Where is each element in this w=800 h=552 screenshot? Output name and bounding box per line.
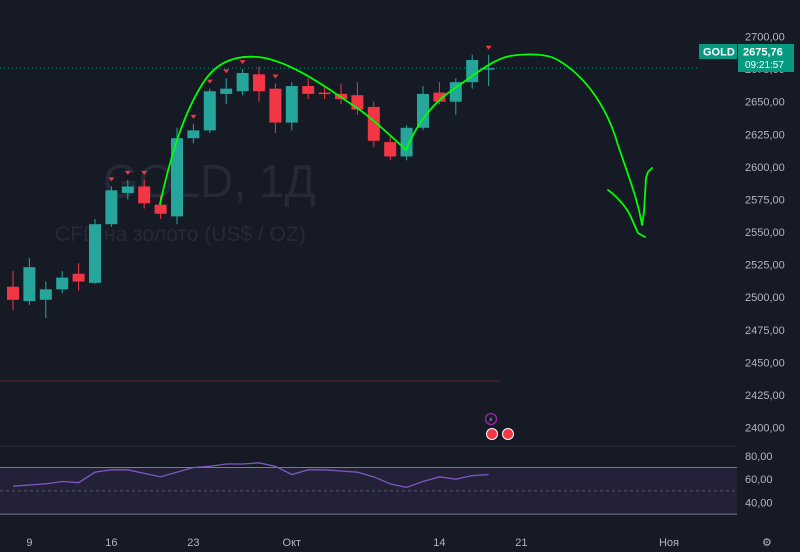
time-tick-label: 16 <box>105 537 117 549</box>
time-tick-label: Окт <box>283 537 302 549</box>
lightning-event-icon[interactable] <box>484 412 498 426</box>
candle-body <box>433 92 446 102</box>
time-tick-label: Ноя <box>659 537 679 549</box>
candle-body <box>89 224 101 283</box>
high-marker <box>485 45 492 50</box>
candle-body <box>154 204 167 214</box>
high-marker <box>108 177 115 182</box>
price-tick-label: 2450,00 <box>745 357 785 369</box>
rsi-tick-label: 80,00 <box>745 451 773 463</box>
price-tick-label: 2500,00 <box>745 292 785 304</box>
price-tick-label: 2575,00 <box>745 194 785 206</box>
last-price-tag: GOLD 2675,76 09:21:57 <box>699 44 794 72</box>
price-tag-box <box>738 44 794 72</box>
rsi-axis[interactable]: 80,00 60,00 40,00 <box>745 451 773 510</box>
candle-body <box>39 289 52 300</box>
rsi-line <box>12 462 489 489</box>
candle-body <box>121 186 134 193</box>
candle-body <box>56 277 69 290</box>
candle-body <box>203 91 216 131</box>
symbol-tag-label: GOLD <box>703 47 735 59</box>
high-marker <box>124 170 131 175</box>
candle-body <box>72 273 85 282</box>
candle-body <box>269 88 282 123</box>
time-tick-label: 21 <box>515 537 527 549</box>
rsi-tick-label: 40,00 <box>745 498 773 510</box>
high-marker <box>272 74 279 79</box>
price-tick-label: 2650,00 <box>745 97 785 109</box>
high-marker <box>190 114 197 119</box>
candle-body <box>466 60 479 83</box>
high-marker <box>223 69 230 74</box>
price-tick-label: 2475,00 <box>745 325 785 337</box>
countdown-label: 09:21:57 <box>745 60 784 71</box>
hand-drawn-path[interactable] <box>159 53 653 238</box>
time-tick-label: 14 <box>433 537 445 549</box>
candle-body <box>220 88 233 94</box>
candle-body <box>105 190 118 225</box>
candle-body <box>171 138 183 217</box>
candle-body <box>285 86 298 123</box>
bar-markers <box>108 45 492 182</box>
candle-body <box>253 74 265 92</box>
candle-body <box>23 267 36 302</box>
price-tick-label: 2425,00 <box>745 390 785 402</box>
watermark-symbol: GOLD, 1Д <box>103 155 316 207</box>
us-flag-event-icon[interactable] <box>502 428 514 440</box>
high-marker <box>239 60 246 65</box>
candle-body <box>138 186 151 204</box>
price-tick-label: 2700,00 <box>745 32 785 44</box>
us-flag-event-icon[interactable] <box>486 428 498 440</box>
candle-body <box>187 130 200 139</box>
last-price-label: 2675,76 <box>743 47 783 59</box>
high-marker <box>141 170 148 175</box>
candle-body <box>236 73 249 92</box>
candle-body <box>7 286 19 300</box>
lightning-glyph-icon: ⚡ <box>488 416 494 425</box>
candles <box>7 54 495 319</box>
price-tick-label: 2525,00 <box>745 260 785 272</box>
time-axis[interactable]: 9 16 23 Окт 14 21 Ноя <box>26 537 679 549</box>
settings-gear-icon[interactable]: ⚙ <box>762 536 772 549</box>
candle-body <box>384 142 397 157</box>
time-tick-label: 23 <box>187 537 199 549</box>
candle-body <box>482 68 495 70</box>
candle-body <box>302 86 315 94</box>
rsi-tick-label: 60,00 <box>745 474 773 486</box>
price-tick-label: 2550,00 <box>745 227 785 239</box>
symbol-tag <box>699 44 737 59</box>
watermark-subtitle: CFD на золото (US$ / OZ) <box>55 223 306 246</box>
candle-body <box>417 93 429 128</box>
price-tick-label: 2600,00 <box>745 162 785 174</box>
candle-body <box>449 82 462 102</box>
price-tick-label: 2400,00 <box>745 422 785 434</box>
price-tick-label: 2625,00 <box>745 129 785 141</box>
candle-body <box>400 127 413 157</box>
time-tick-label: 9 <box>26 537 32 549</box>
candle-body <box>318 92 331 95</box>
candle-body <box>367 106 380 141</box>
high-marker <box>206 79 213 84</box>
